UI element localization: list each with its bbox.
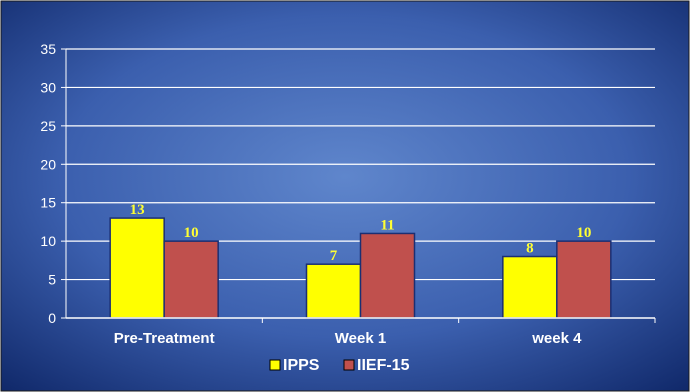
y-axis: 0 5 10 15 20 25 30 35 (40, 41, 67, 326)
legend-label: IPPS (283, 357, 320, 374)
y-tick-label: 10 (40, 233, 56, 249)
bar-ipps (502, 255, 558, 319)
data-label: 10 (184, 225, 199, 241)
bars (109, 217, 612, 319)
data-label: 10 (576, 225, 591, 241)
legend-swatch (269, 359, 281, 371)
data-label: 7 (330, 248, 338, 264)
y-tick-label: 20 (40, 156, 56, 172)
y-tick-label: 25 (40, 118, 56, 134)
x-tick-label: week 4 (531, 330, 582, 347)
bar-ipps (305, 263, 362, 319)
legend-swatch (343, 359, 355, 371)
y-tick-label: 30 (40, 79, 56, 95)
y-tick-label: 0 (48, 310, 56, 326)
x-tick-label: Pre-Treatment (114, 330, 215, 347)
x-axis: Pre-Treatment Week 1 week 4 (66, 317, 656, 347)
x-tick-label: Week 1 (335, 330, 386, 347)
legend: IPPS IIEF-15 (269, 357, 410, 374)
bar-iief-15 (163, 240, 219, 319)
legend-label: IIEF-15 (357, 357, 410, 374)
y-tick-label: 5 (48, 272, 56, 288)
y-tick-label: 15 (40, 195, 56, 211)
bar-iief-15 (359, 232, 416, 319)
y-tick-label: 35 (40, 41, 56, 57)
data-label: 11 (380, 217, 394, 233)
data-labels: 13 10 7 11 8 10 (130, 202, 592, 264)
data-label: 13 (130, 202, 145, 218)
bar-iief-15 (556, 240, 612, 319)
data-label: 8 (526, 241, 534, 257)
bar-ipps (109, 217, 165, 319)
